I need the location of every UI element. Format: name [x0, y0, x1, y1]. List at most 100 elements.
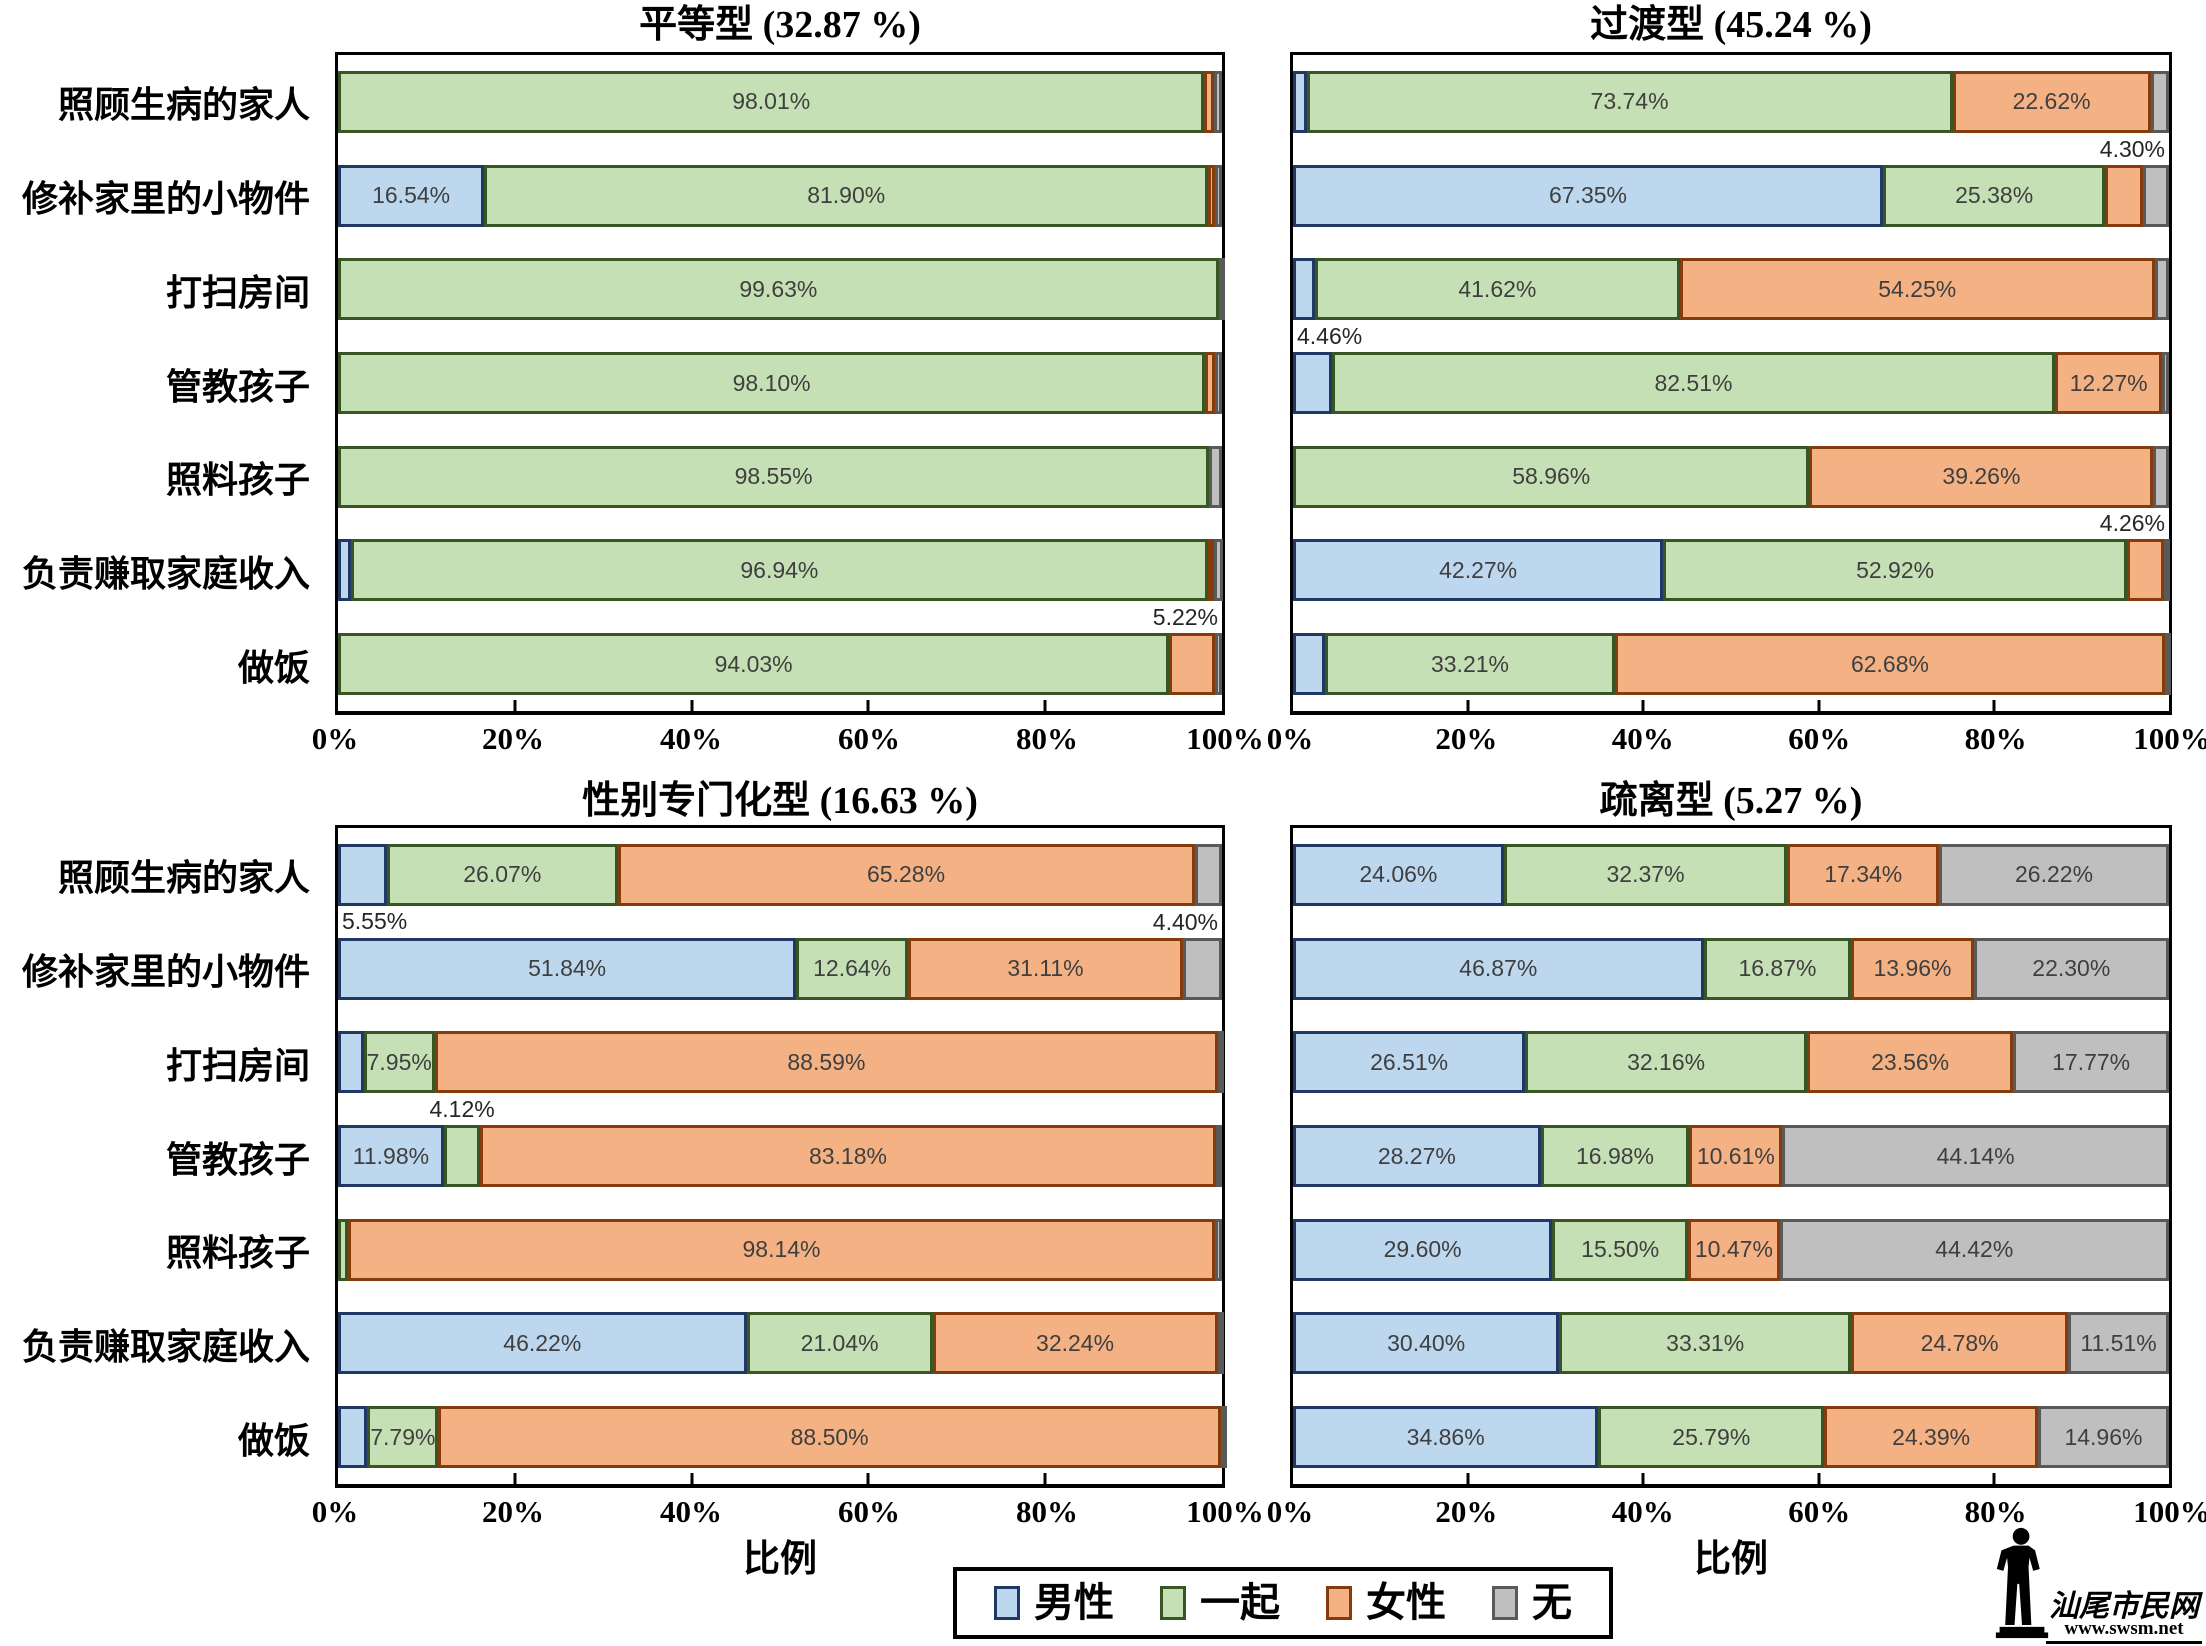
category-label: 修补家里的小物件 [21, 951, 310, 992]
xaxis-ticks-top-left: 0% 20% 40% 60% 80% 100% [312, 721, 1264, 761]
axis-tick-mark [1641, 1473, 1645, 1484]
stacked-bar: 34.86% 25.79% 24.39% 14.96% [1293, 1406, 2169, 1469]
legend-item-together: 一起 [1160, 1583, 1280, 1623]
axis-tick-mark [690, 700, 694, 711]
bar-segment-male: 30.40% [1293, 1312, 1560, 1375]
segment-value-label: 88.50% [790, 1423, 869, 1450]
segment-value-label: 13.96% [1873, 955, 1952, 982]
xaxis-tick-label: 20% [1435, 721, 1498, 756]
segment-value-label: 10.47% [1694, 1236, 1773, 1263]
bar-segment-female: 54.25% [1679, 258, 2155, 321]
bar-row: 73.74% 22.62% [1293, 55, 2169, 149]
axis-tick-mark [1992, 700, 1996, 711]
none-swatch-icon [1492, 1586, 1518, 1620]
category-axis-bottom: 照顾生病的家人 修补家里的小物件 打扫房间 管教孩子 照料孩子 负责赚取家庭收入 做饭 [0, 825, 322, 1488]
segment-value-label: 81.90% [807, 182, 886, 209]
bar-segment-none [1213, 539, 1224, 602]
bar-segment-none [1215, 633, 1222, 696]
category-label: 打扫房间 [165, 1045, 310, 1086]
category-axis-top: 照顾生病的家人 修补家里的小物件 打扫房间 管教孩子 照料孩子 负责赚取家庭收入 做饭 [0, 52, 322, 715]
segment-value-label: 46.87% [1459, 955, 1538, 982]
bar-segment-together: 94.03% [338, 633, 1170, 696]
segment-value-label: 10.61% [1696, 1142, 1775, 1169]
stacked-bar: 26.51% 32.16% 23.56% 17.77% [1293, 1031, 2169, 1094]
xaxis-tick-label: 40% [1611, 721, 1674, 756]
stacked-bar: 29.60% 15.50% 10.47% 44.42% [1293, 1218, 2169, 1281]
axis-tick-mark [1466, 1473, 1470, 1484]
stacked-bar: 26.07% 65.28% [338, 843, 1222, 906]
segment-value-label: 62.68% [1850, 650, 1929, 677]
segment-value-label-outside: 5.55% [342, 907, 408, 934]
bar-segment-male: 34.86% [1293, 1406, 1599, 1469]
bar-row: 98.10% [338, 336, 1222, 430]
segment-value-label: 67.35% [1548, 182, 1627, 209]
bar-segment-female: 31.11% [907, 937, 1183, 1000]
legend-label: 男性 [1034, 1580, 1114, 1625]
axis-tick-mark [690, 1473, 694, 1484]
segment-value-label: 33.21% [1430, 650, 1509, 677]
xaxis-tick-label: 60% [838, 1494, 900, 1529]
together-swatch-icon [1160, 1586, 1186, 1620]
segment-value-label: 14.96% [2064, 1423, 2143, 1450]
xaxis-tick-label: 80% [1964, 721, 2027, 756]
bar-segment-none [1217, 1312, 1224, 1375]
bar-segment-together: 25.79% [1598, 1406, 1825, 1469]
segment-value-label: 12.64% [813, 955, 892, 982]
bar-segment-together: 7.79% [367, 1406, 439, 1469]
bar-row: 29.60% 15.50% 10.47% 44.42% [1293, 1203, 2169, 1297]
segment-value-label: 11.51% [2080, 1329, 2157, 1356]
panel-title-alienated: 疏离型 (5.27 %) [1599, 780, 1863, 822]
segment-value-label: 7.95% [366, 1048, 432, 1075]
bar-row: 30.40% 33.31% 24.78% 11.51% [1293, 1297, 2169, 1391]
stacked-bar: 41.62% 54.25% [1293, 258, 2169, 321]
bar-segment-together: 33.31% [1559, 1312, 1852, 1375]
xaxis-tick-label: 60% [1788, 1494, 1851, 1529]
legend-item-female: 女性 [1326, 1583, 1446, 1623]
person-silhouette-icon [1994, 1527, 2050, 1644]
segment-value-label: 99.63% [739, 275, 818, 302]
xaxis-tick-label: 100% [2133, 721, 2206, 756]
segment-value-label: 26.51% [1370, 1048, 1449, 1075]
bar-segment-together: 15.50% [1552, 1218, 1689, 1281]
xaxis-tick-label: 60% [1788, 721, 1851, 756]
bar-segment-none: 14.96% [2037, 1406, 2169, 1469]
xaxis-ticks-top-right: 0% 20% 40% 60% 80% 100% [1267, 721, 2206, 761]
bar-segment-female [2126, 539, 2165, 602]
bar-segment-together: 41.62% [1315, 258, 1680, 321]
xaxis-tick-label: 20% [1435, 1494, 1498, 1529]
segment-value-label: 54.25% [1878, 275, 1957, 302]
segment-value-label: 98.10% [732, 369, 811, 396]
bar-segment-female: 24.78% [1851, 1312, 2069, 1375]
bar-segment-female: 24.39% [1824, 1406, 2038, 1469]
bar-segment-none [2142, 164, 2169, 227]
axis-tick-mark [1992, 1473, 1996, 1484]
axis-tick-mark [1817, 1473, 1821, 1484]
bar-segment-female: 13.96% [1851, 937, 1974, 1000]
stacked-bar: 98.01% [338, 70, 1222, 133]
watermark-site-name: 汕尾市民网 [2049, 1590, 2199, 1623]
bar-segment-female: 88.50% [438, 1406, 1221, 1469]
segment-value-label: 25.38% [1955, 182, 2034, 209]
segment-value-label: 29.60% [1383, 1236, 1462, 1263]
segment-value-label: 52.92% [1856, 556, 1935, 583]
segment-value-label: 7.79% [370, 1423, 436, 1450]
bar-segment-together: 98.10% [338, 352, 1206, 415]
plot-alienated: 24.06% 32.37% 17.34% 26.22% 46.87% 16.87% 13.9… [1290, 825, 2172, 1488]
axis-tick-mark [513, 700, 517, 711]
xaxis-tick-label: 40% [1611, 1494, 1674, 1529]
segment-value-label: 65.28% [867, 861, 946, 888]
stacked-bar: 58.96% 39.26% [1293, 445, 2169, 508]
category-label: 照顾生病的家人 [57, 84, 310, 125]
bar-segment-none [2162, 352, 2169, 415]
segment-value-label: 24.39% [1892, 1423, 1971, 1450]
female-swatch-icon [1326, 1586, 1352, 1620]
stacked-bar: 30.40% 33.31% 24.78% 11.51% [1293, 1312, 2169, 1375]
bar-row: 99.63% [338, 242, 1225, 336]
xaxis-tick-label: 0% [1266, 1494, 1314, 1529]
segment-value-label: 73.74% [1590, 88, 1669, 115]
bar-segment-female [1169, 633, 1216, 696]
bar-row: 26.51% 32.16% 23.56% 17.77% [1293, 1015, 2169, 1109]
bar-segment-none [1215, 1125, 1222, 1188]
xaxis-tick-label: 0% [311, 1494, 359, 1529]
xaxis-tick-label: 80% [1016, 721, 1078, 756]
